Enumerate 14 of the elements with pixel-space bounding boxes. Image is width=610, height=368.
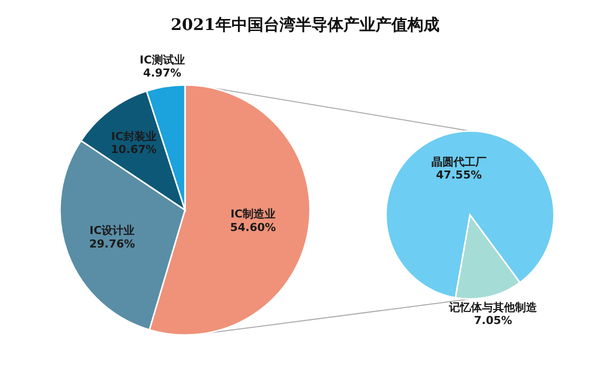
data-label: 54.60% bbox=[230, 220, 276, 234]
data-label: 47.55% bbox=[436, 168, 482, 182]
data-label: 7.05% bbox=[474, 314, 512, 328]
chart-title: 2021年中国台湾半导体产业产值构成 bbox=[170, 15, 440, 34]
slice-label: 晶圆代工厂 bbox=[431, 155, 486, 168]
pie-slice bbox=[385, 130, 555, 298]
slice-label: IC设计业 bbox=[90, 224, 135, 238]
data-label: 10.67% bbox=[110, 143, 157, 156]
data-label: 29.76% bbox=[89, 237, 136, 250]
slice-label: IC测试业 bbox=[140, 53, 185, 66]
slice-label: 记忆体与其他制造 bbox=[448, 300, 538, 314]
slice-label: IC制造业 bbox=[230, 208, 276, 221]
slice-label: IC封装业 bbox=[111, 130, 156, 144]
data-label: 4.97% bbox=[143, 66, 182, 80]
